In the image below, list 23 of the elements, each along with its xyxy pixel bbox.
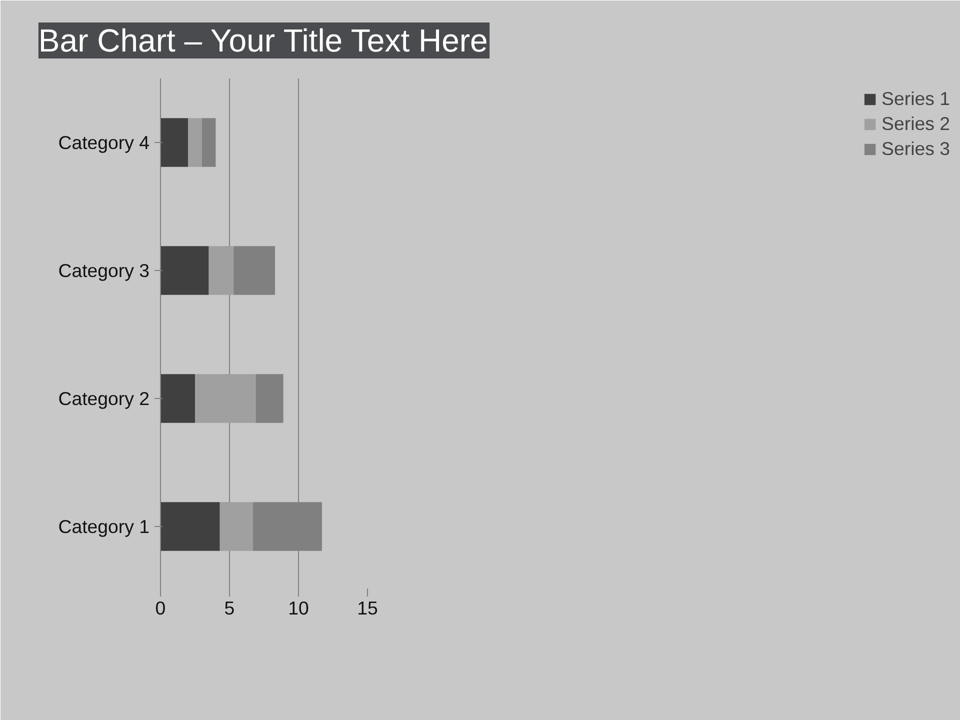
- bar: [160, 502, 220, 551]
- y-tick-label: Category 2: [58, 388, 150, 409]
- bar: [234, 246, 276, 295]
- bar: [202, 118, 216, 167]
- chart-title: Bar Chart – Your Title Text Here: [38, 22, 488, 58]
- y-tick-label: Category 1: [58, 516, 150, 537]
- x-tick-label: 0: [155, 598, 166, 618]
- x-tick-label: 5: [224, 598, 235, 618]
- bar: [208, 246, 234, 295]
- legend-label: Series 2: [882, 113, 950, 135]
- bar: [188, 118, 202, 167]
- x-tick-label: 10: [288, 598, 309, 618]
- bar: [256, 374, 284, 423]
- bar: [160, 374, 195, 423]
- bar: [160, 246, 209, 295]
- bar: [195, 374, 256, 423]
- legend-label: Series 3: [882, 138, 950, 160]
- legend-label: Series 1: [882, 88, 950, 110]
- x-tick-label: 15: [357, 598, 378, 618]
- y-tick-label: Category 3: [58, 260, 150, 281]
- bar: [220, 502, 253, 551]
- bar: [160, 118, 188, 167]
- y-tick-label: Category 4: [58, 132, 150, 153]
